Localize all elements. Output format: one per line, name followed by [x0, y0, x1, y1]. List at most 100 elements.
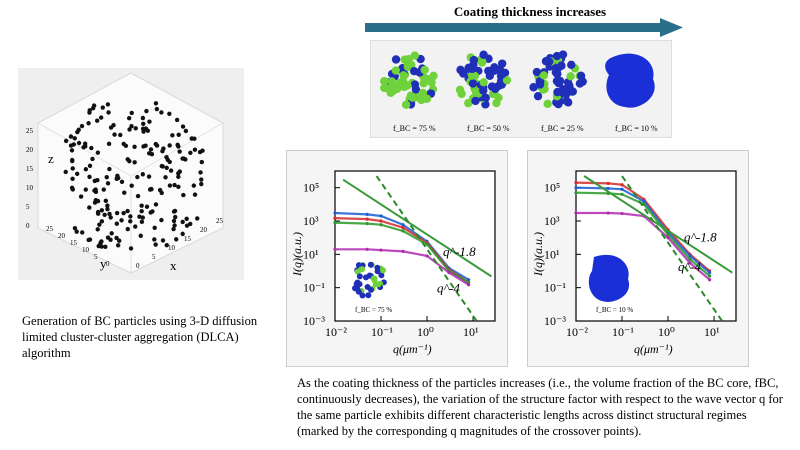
x-tick-label: 0	[136, 262, 140, 270]
series-point	[666, 236, 670, 240]
scatter-point	[148, 147, 154, 152]
z-tick-label: 5	[26, 203, 30, 211]
y-tick-label: 10⁵	[544, 181, 560, 195]
scatter-point	[86, 121, 91, 126]
series-point	[606, 181, 610, 186]
annotation-q-4: q^-4	[678, 259, 701, 274]
scatter-point	[191, 183, 197, 188]
monomer	[539, 71, 549, 80]
axis-z-label: z	[48, 151, 54, 166]
y-tick-label: 0	[106, 260, 110, 268]
scatter-point	[141, 121, 146, 127]
scatter-point	[177, 149, 182, 154]
scatter-point	[96, 243, 101, 249]
series-point	[365, 217, 369, 221]
scatter-point	[157, 187, 163, 193]
series-point	[574, 181, 578, 185]
monomer	[479, 50, 488, 59]
monomer	[467, 71, 477, 80]
monomer	[457, 89, 466, 99]
scatter-point	[167, 111, 172, 116]
scatter-point	[195, 216, 200, 221]
scatter-3d-points	[63, 101, 205, 251]
y-tick-label: 20	[58, 232, 66, 240]
monomer	[553, 76, 563, 85]
inset-monomer	[370, 275, 377, 282]
scatter-point	[91, 103, 97, 108]
series-point	[642, 199, 646, 203]
y-tick-label: 5	[94, 253, 98, 261]
scatter-point	[172, 223, 177, 228]
scatter-point	[147, 151, 152, 156]
x-tick-label: 10⁻²	[325, 325, 347, 339]
monomer	[471, 96, 480, 106]
axis-y-label: y	[100, 256, 107, 271]
monomer	[403, 81, 412, 90]
monomer	[567, 60, 576, 69]
z-tick-label: 15	[26, 165, 34, 173]
scatter-point	[170, 133, 175, 138]
scatter-point	[128, 219, 133, 224]
series-point	[379, 248, 383, 252]
series-point	[574, 186, 578, 190]
box-edge	[37, 122, 132, 177]
scatter-point	[63, 138, 69, 144]
scatter-point	[69, 148, 75, 153]
monomer	[468, 79, 478, 88]
scatter-point	[95, 227, 100, 232]
scatter-3d-box	[37, 72, 224, 274]
scatter-point	[159, 217, 164, 223]
scatter-point	[101, 187, 106, 192]
scatter-point	[140, 115, 146, 121]
scatter-point	[115, 173, 120, 179]
particle-4: f_BC = 10 %	[605, 53, 658, 133]
scatter-point	[112, 132, 117, 137]
series-point	[606, 211, 610, 215]
monomer	[420, 65, 429, 75]
x-tick-label: 20	[200, 226, 208, 234]
scatter-point	[140, 215, 145, 220]
scatter-point	[152, 237, 157, 242]
x-tick-label: 10	[168, 244, 176, 252]
dlca-3d-scatter: z y x 0 5 10 15 20 25 25 20 15 10 5 0 0 5 10 15 20 25	[18, 68, 244, 280]
series-point	[620, 192, 624, 196]
inset-monomer	[354, 285, 361, 292]
scatter-point	[125, 226, 130, 232]
scatter-point	[99, 208, 105, 213]
scatter-point	[105, 102, 111, 107]
scatter-point	[132, 160, 137, 165]
monomer	[380, 76, 389, 86]
scatter-point	[114, 235, 119, 241]
series-point	[401, 249, 405, 253]
plot-b-svg: 10⁻² 10⁻¹ 10⁰ 10¹ 10⁵ 10³ 10¹ 10⁻¹ 10⁻³ I(q)(a.u.…	[531, 170, 737, 356]
scatter-point	[105, 181, 111, 186]
scatter-point	[79, 123, 85, 129]
series-point	[333, 221, 337, 225]
scatter-point	[99, 219, 105, 224]
x-tick-label: 10⁻¹	[612, 325, 634, 339]
plot-a-svg: 10⁻² 10⁻¹ 10⁰ 10¹ 10⁵ 10³ 10¹ 10⁻¹ 10⁻³ I(q)(a.u.…	[290, 170, 496, 356]
y-axis-label: I(q)(a.u.)	[290, 232, 304, 277]
scatter-point	[90, 156, 95, 162]
guide-solid	[583, 175, 733, 274]
scatter-point	[180, 231, 185, 237]
scatter-point	[199, 181, 204, 187]
x-tick-label: 10¹	[463, 325, 479, 339]
scatter-point	[126, 115, 132, 121]
scatter-point	[97, 222, 102, 227]
scatter-point	[102, 212, 107, 217]
scatter-point	[200, 148, 205, 153]
scatter-point	[121, 210, 126, 216]
scatter-point	[174, 117, 180, 123]
scatter-point	[176, 132, 181, 137]
series-point	[606, 186, 610, 191]
z-tick-label: 20	[26, 146, 34, 154]
inset-label: f_BC = 10 %	[596, 306, 633, 314]
y-tick-label: 10⁻¹	[303, 281, 325, 295]
x-tick-label: 10⁰	[417, 325, 434, 339]
scatter-point	[159, 110, 164, 115]
monomer	[502, 75, 512, 85]
scatter-point	[135, 174, 140, 180]
monomer	[380, 83, 389, 93]
z-tick-label: 25	[26, 127, 34, 135]
